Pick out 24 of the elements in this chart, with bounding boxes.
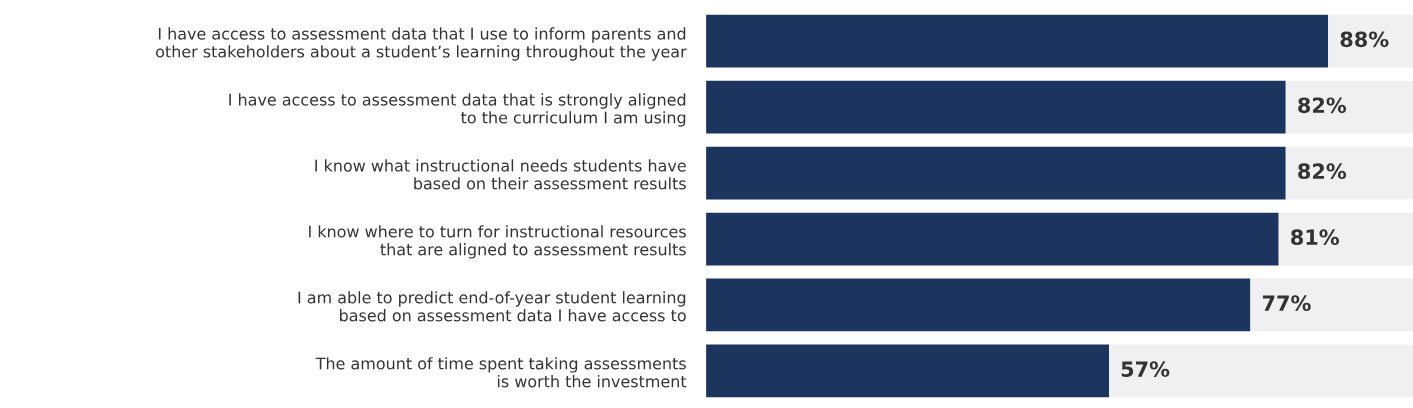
data-label: 77% [1262,295,1311,312]
bar [1278,212,1413,266]
data-label: 88% [1340,31,1389,48]
bar [706,278,1251,332]
bar [1109,344,1413,398]
data-label: 82% [1298,97,1347,114]
y-tick-label: I am able to predict end-of-year student learning based on assessment data I have access to [298,291,686,322]
bar [706,146,1286,200]
data-label: 57% [1121,361,1170,377]
bar [1328,14,1413,68]
bar [1285,146,1413,200]
y-tick-label: I have access to assessment data that is strongly aligned to the curriculum I am using [229,93,686,127]
data-label: 81% [1291,229,1339,246]
bar [1250,278,1413,332]
bar [706,212,1279,266]
y-tick-label: I know what instructional needs students have based on their assessment results [315,159,686,190]
bar [706,14,1329,68]
y-tick-label: I have access to assessment data that I use to inform parents and other stakeholders about a student’s learning throughout the year [156,27,687,61]
bar [706,344,1110,398]
bar [1285,80,1413,134]
data-label: 82% [1298,163,1347,180]
bar [706,80,1286,134]
y-tick-label: I know where to turn for instructional resources that are aligned to assessment results [309,225,686,259]
y-tick-label: The amount of time spent taking assessments is worth the investment [315,357,687,388]
